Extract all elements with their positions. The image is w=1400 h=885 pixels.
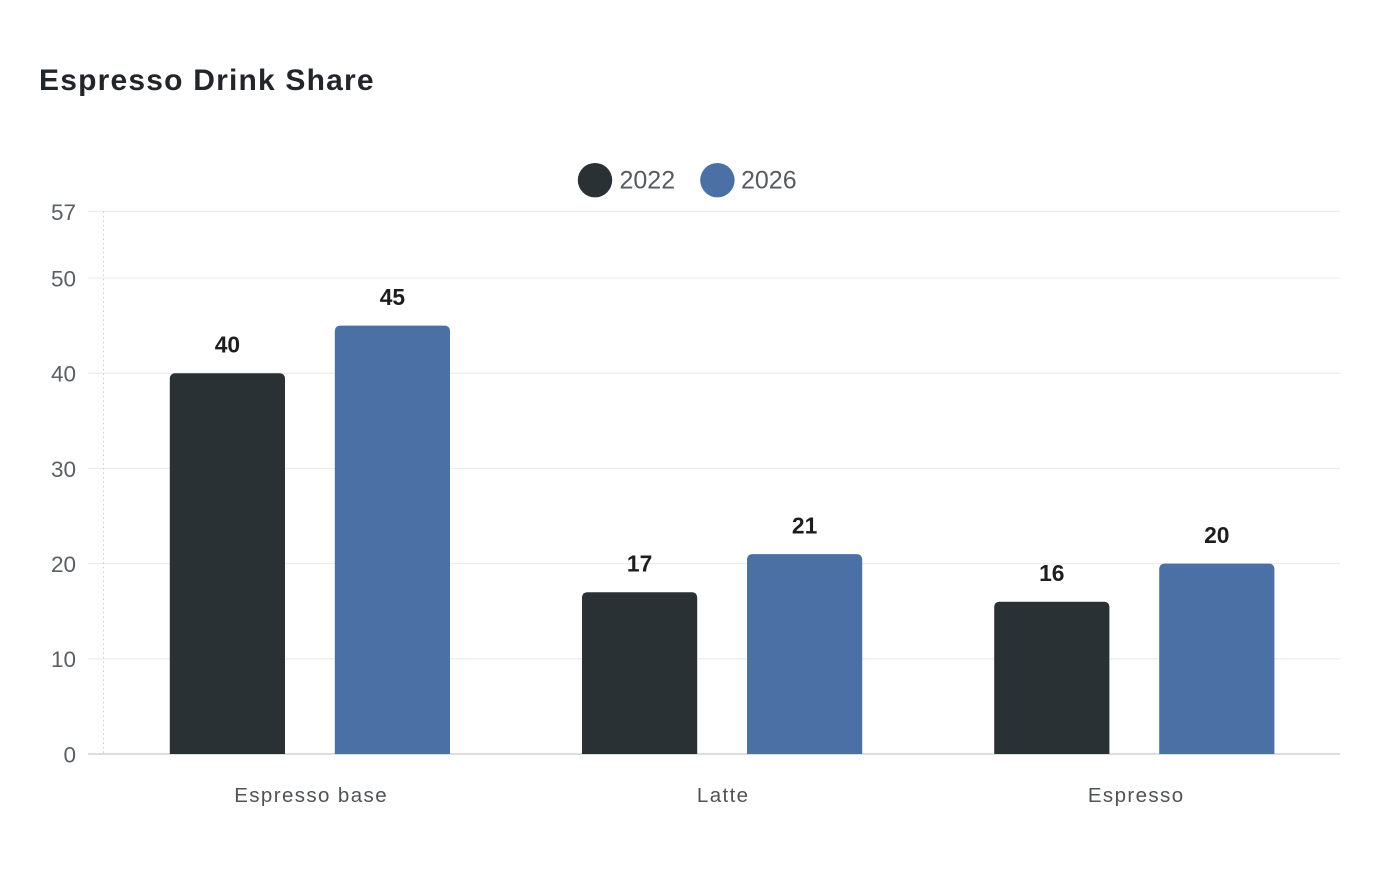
svg-text:Latte: Latte [697,784,750,807]
svg-text:20: 20 [1204,522,1229,548]
svg-text:Espresso base: Espresso base [234,784,388,807]
svg-text:0: 0 [63,742,76,767]
svg-text:21: 21 [792,512,818,538]
svg-text:16: 16 [1039,560,1064,586]
svg-text:17: 17 [627,550,652,576]
svg-text:50: 50 [51,266,76,291]
svg-text:40: 40 [215,332,240,358]
svg-text:Espresso: Espresso [1088,784,1185,807]
svg-text:40: 40 [51,362,76,387]
svg-text:Espresso Drink Share: Espresso Drink Share [39,64,375,97]
svg-text:45: 45 [380,284,406,310]
svg-text:2026: 2026 [741,166,797,194]
svg-text:57: 57 [51,200,76,225]
svg-text:20: 20 [51,552,76,577]
svg-text:30: 30 [51,457,76,482]
svg-text:2022: 2022 [620,166,676,194]
svg-text:10: 10 [51,647,76,672]
